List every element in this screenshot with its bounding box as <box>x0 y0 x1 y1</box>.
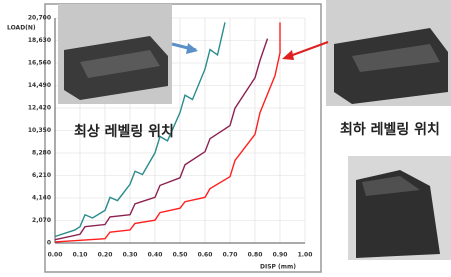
x-tick-label: 0.40 <box>148 252 163 259</box>
y-tick-label: 4,140 <box>32 195 51 202</box>
photo-bottom-right <box>348 156 451 260</box>
x-tick-label: 0.60 <box>198 252 213 259</box>
y-tick-label: 6,210 <box>32 172 51 179</box>
y-tick-label: 0 <box>47 240 51 247</box>
x-tick-label: 0.90 <box>273 252 288 259</box>
y-tick-label: 16,560 <box>28 60 51 67</box>
y-tick-label: 20,700 <box>28 15 51 22</box>
photo-top-right <box>326 0 451 106</box>
x-tick-label: 0.70 <box>223 252 238 259</box>
x-tick-label: 0.50 <box>173 252 188 259</box>
y-tick-label: 2,070 <box>32 217 51 224</box>
y-tick-label: 12,420 <box>28 105 51 112</box>
y-tick-label: 10,350 <box>28 127 51 134</box>
x-tick-label: 0.00 <box>48 252 63 259</box>
y-tick-label: 14,490 <box>28 82 51 89</box>
x-tick-label: 0.10 <box>73 252 88 259</box>
x-tick-label: 0.20 <box>98 252 113 259</box>
x-tick-label: 1.00 <box>298 252 313 259</box>
annotation: 최상 레벨링 위치 <box>74 123 174 140</box>
y-axis-label: LOAD(N) <box>7 25 36 32</box>
x-axis-label: DISP (mm) <box>260 264 296 271</box>
y-tick-label: 18,630 <box>28 37 51 44</box>
x-tick-label: 0.80 <box>248 252 263 259</box>
x-tick-label: 0.30 <box>123 252 138 259</box>
annotation: 최하 레벨링 위치 <box>340 121 440 138</box>
photo-top-left <box>58 4 172 104</box>
page: 0 2,070 4,140 6,210 8,280 10,350 12,420 14,490 1… <box>0 0 451 277</box>
y-tick-label: 8,280 <box>32 150 51 157</box>
